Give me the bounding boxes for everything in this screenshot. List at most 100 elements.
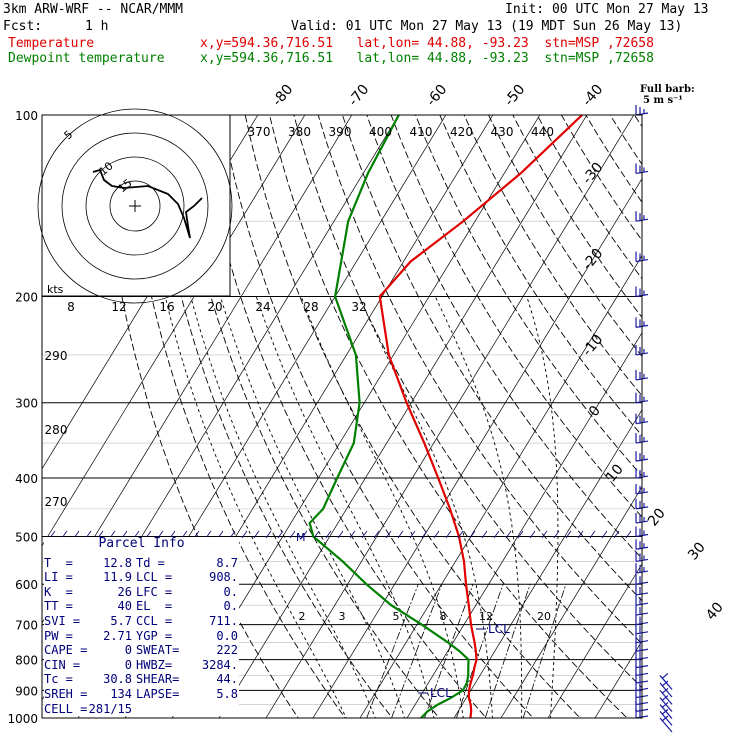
parcel-param-label: EL =	[136, 599, 173, 614]
parcel-param-label: CELL =	[44, 701, 88, 716]
tick-mark	[181, 530, 188, 539]
parcel-param-value: 3284.	[201, 657, 238, 672]
parcel-info-row: T = 12.8 Td = 8.7	[44, 556, 239, 571]
theta-label: 410	[410, 125, 433, 139]
tick-mark	[325, 530, 332, 539]
pressure-tick-label: 100	[15, 109, 38, 123]
dry-adiabat	[415, 115, 642, 477]
parcel-param-value: 0.0	[216, 628, 238, 643]
wind-barb	[659, 717, 673, 733]
dry-adiabat-label: 290	[45, 349, 68, 363]
parcel-info-row: CAPE = 0 SWEAT= 222	[44, 643, 239, 658]
wind-barb-flag	[661, 680, 669, 687]
parcel-param-value: 44.	[216, 672, 238, 687]
lcl-annotation: LCL	[488, 622, 510, 636]
isotherm-line	[312, 177, 642, 718]
tick-mark	[253, 530, 260, 539]
parcel-info-title: Parcel Info	[98, 536, 185, 551]
mixing-ratio-line	[522, 584, 567, 718]
parcel-info-row: PW = 2.71 YGP = 0.0	[44, 629, 239, 644]
legend-temperature-location: x,y=594.36,716.51 lat,lon= 44.88, -93.23…	[200, 36, 654, 51]
legend-dewpoint-location: x,y=594.36,716.51 lat,lon= 44.88, -93.23…	[200, 51, 654, 66]
theta-label: 430	[491, 125, 514, 139]
parcel-param-value: 0.	[223, 599, 238, 614]
tick-mark	[289, 530, 296, 539]
parcel-param-label: CAPE =	[44, 643, 88, 658]
parcel-param-value: 12.8	[103, 555, 132, 570]
tick-mark	[433, 530, 440, 539]
isotherm-label: -70	[345, 82, 372, 110]
moist-adiabat	[255, 296, 435, 718]
mixing-ratio-lines	[366, 584, 567, 718]
moist-adiabat	[434, 296, 523, 718]
wind-barb-flag	[661, 695, 669, 702]
isotherm-line	[359, 255, 642, 718]
parcel-param-label: HWBZ=	[136, 657, 173, 672]
parcel-param-label: YGP =	[136, 628, 173, 643]
tick-mark	[169, 530, 176, 539]
dewpoint-line	[308, 115, 470, 718]
tick-mark	[85, 530, 92, 539]
tick-mark	[613, 530, 620, 539]
tick-mark	[265, 530, 272, 539]
tick-mark	[121, 530, 128, 539]
wind-barb-flag	[661, 715, 669, 722]
legend-temperature-label: Temperature	[8, 36, 95, 51]
dry-adiabat	[463, 115, 642, 397]
isotherm-line	[42, 115, 306, 547]
theta-label: 420	[450, 125, 473, 139]
tick-mark	[517, 530, 524, 539]
parcel-param-label: T =	[44, 555, 73, 570]
dry-adiabat	[147, 115, 393, 718]
parcel-param-label: CCL =	[136, 613, 173, 628]
tick-mark	[61, 530, 68, 539]
isotherm-label: -20	[579, 246, 606, 274]
model-title: 3km ARW-WRF -- NCAR/MMM	[3, 2, 184, 17]
tick-mark	[241, 530, 248, 539]
hodograph-speed-label: 28	[303, 300, 318, 314]
forecast-label: Fcst:	[3, 19, 43, 34]
isotherm-line	[406, 332, 642, 718]
valid-time: Valid: 01 UTC Mon 27 May 13 (19 MDT Sun …	[291, 19, 683, 34]
wind-key-line1: Full barb:	[640, 84, 695, 95]
parcel-param-label: LAPSE=	[136, 686, 180, 701]
mixing-ratio-line	[484, 584, 531, 718]
isotherm-label: 0	[586, 403, 604, 420]
tick-mark	[541, 530, 548, 539]
dry-adiabat	[585, 115, 642, 204]
tick-mark	[193, 530, 200, 539]
dry-adiabat	[269, 115, 628, 718]
isotherm-label: -50	[501, 82, 528, 110]
hodograph-ring	[109, 180, 161, 232]
parcel-info-row: LI = 11.9 LCL = 908.	[44, 570, 239, 585]
isotherm-label: 40	[703, 599, 727, 623]
parcel-param-label: PW =	[44, 628, 73, 643]
tick-mark	[565, 530, 572, 539]
temperature-line	[378, 115, 583, 718]
tick-mark	[505, 530, 512, 539]
wind-barbs	[635, 105, 673, 733]
pressure-tick-label: 300	[15, 397, 38, 411]
parcel-param-label: SHEAR=	[136, 672, 180, 687]
m-annotation: M	[296, 531, 306, 544]
mixing-ratio-line	[391, 584, 443, 718]
tick-mark	[469, 530, 476, 539]
isotherm-line	[500, 486, 642, 718]
isotherm-label: 20	[645, 505, 669, 529]
tick-mark	[457, 530, 464, 539]
mixing-ratio-label: 20	[537, 610, 551, 623]
tick-mark	[109, 530, 116, 539]
hodograph-speed-label: 24	[255, 300, 270, 314]
pressure-tick-label: 800	[15, 654, 38, 668]
parcel-param-value: 8.7	[216, 555, 238, 570]
init-time: Init: 00 UTC Mon 27 May 13	[505, 2, 709, 17]
isotherm-label: -60	[423, 82, 450, 110]
isotherm-label: -80	[269, 82, 296, 110]
dry-adiabat	[244, 115, 581, 718]
parcel-param-label: Td =	[136, 555, 165, 570]
tick-mark	[49, 530, 56, 539]
moist-adiabat	[220, 296, 406, 718]
parcel-param-value: 11.9	[103, 570, 132, 585]
parcel-param-value: 2.71	[103, 628, 132, 643]
parcel-param-value: 281/15	[88, 701, 132, 716]
